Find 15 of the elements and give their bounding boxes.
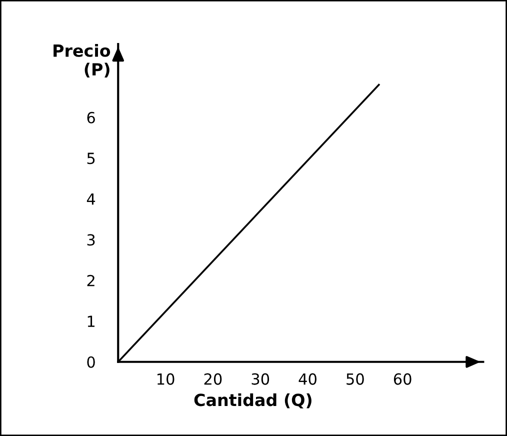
x-tick-label: 30 <box>252 373 270 385</box>
x-tick-label: 40 <box>298 373 316 385</box>
y-tick-label: 5 <box>87 152 95 164</box>
y-axis-title: Precio (P) <box>54 44 110 78</box>
x-axis-title: Cantidad (Q) <box>194 393 312 408</box>
y-tick-label: 1 <box>88 316 94 327</box>
x-tick-label: 20 <box>204 373 222 385</box>
y-tick-label: 2 <box>87 274 94 286</box>
x-tick-label: 50 <box>346 373 364 385</box>
x-tick-label: 60 <box>394 373 412 385</box>
y-tick-label: 3 <box>87 234 95 246</box>
y-tick-label: 0 <box>87 356 95 368</box>
y-tick-label: 4 <box>86 194 96 205</box>
y-tick-label: 6 <box>87 112 95 124</box>
x-tick-label: 10 <box>157 373 174 385</box>
